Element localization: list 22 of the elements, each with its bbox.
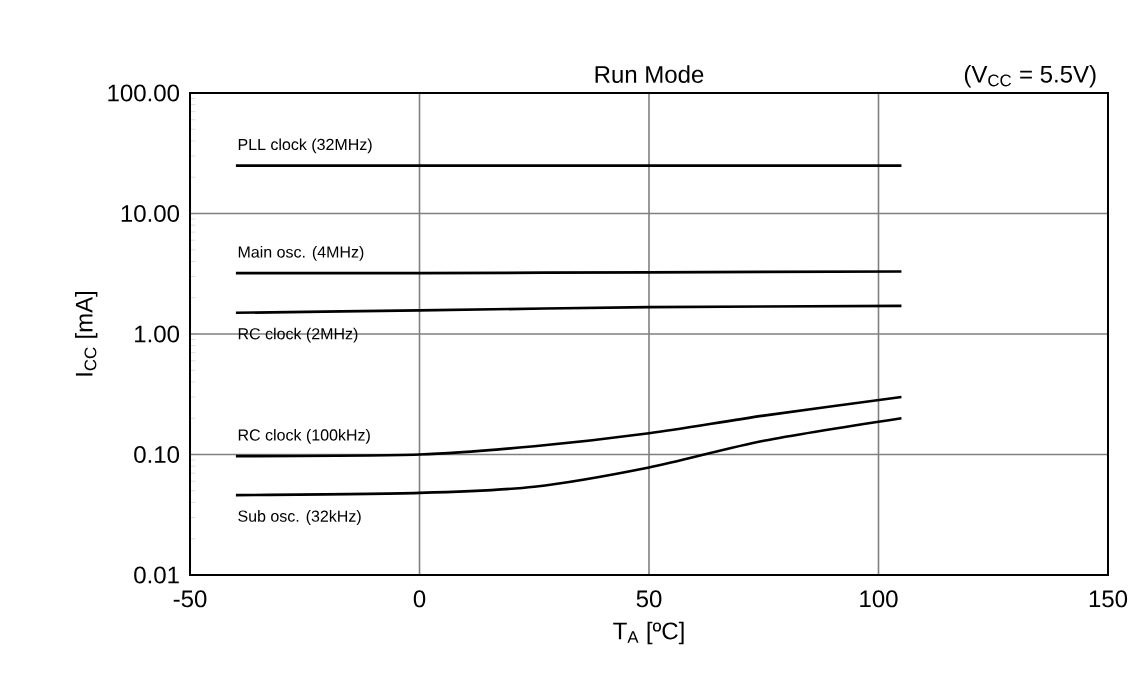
series-label: Sub osc. (32kHz) bbox=[238, 510, 361, 525]
y-tick-label: 0.10 bbox=[134, 445, 180, 463]
x-tick-label: -50 bbox=[173, 590, 207, 608]
line-series bbox=[234, 395, 903, 458]
y-tick-label: 1.00 bbox=[135, 325, 180, 343]
line-series bbox=[234, 416, 903, 497]
x-tick-label: 100 bbox=[860, 590, 898, 608]
series-label: PLL clock (32MHz) bbox=[238, 138, 372, 154]
y-tick-label: 10.00 bbox=[121, 204, 180, 222]
y-axis-title: I$_{CC}$ [mA] bbox=[75, 291, 98, 376]
x-tick-label: 50 bbox=[636, 590, 662, 608]
text: (V$_{CC}$ = 5.5V) bbox=[964, 65, 1096, 88]
y-tick-label: 0.01 bbox=[134, 566, 179, 584]
line-series bbox=[234, 304, 903, 315]
chart-title: Run Mode bbox=[595, 65, 704, 83]
x-tick-label: 0 bbox=[413, 590, 426, 608]
x-tick-label: 150 bbox=[1089, 590, 1128, 608]
series-label: Main osc. (4MHz) bbox=[238, 245, 364, 261]
y-tick-label: 100.00 bbox=[108, 84, 180, 102]
series-label: RC clock (100kHz) bbox=[238, 428, 370, 444]
series-label: RC clock (2MHz) bbox=[238, 327, 358, 343]
x-axis-title: T$_{A}$ [ºC] bbox=[613, 621, 684, 645]
